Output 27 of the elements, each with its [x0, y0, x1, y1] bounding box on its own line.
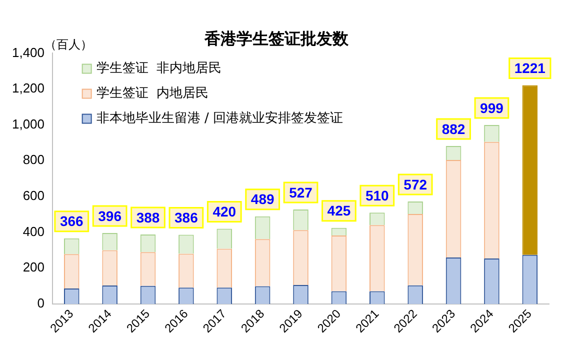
legend-label: 非本地毕业生留港 / 回港就业安排签发签证	[96, 110, 343, 126]
y-tick-label: 400	[22, 224, 45, 239]
total-label: 425	[327, 202, 351, 219]
total-label: 572	[404, 176, 428, 192]
total-label: 527	[289, 184, 313, 200]
total-label: 366	[60, 213, 84, 230]
total-label: 396	[98, 208, 122, 224]
y-axis-title: （百人）	[44, 37, 93, 52]
y-tick-label: 1,200	[12, 80, 45, 96]
total-label: 420	[212, 204, 236, 220]
y-tick-label: 600	[22, 188, 45, 204]
y-tick-label: 200	[22, 260, 45, 275]
bar	[522, 85, 538, 255]
y-tick-label: 800	[22, 152, 45, 168]
y-tick-label: 1,400	[12, 44, 45, 60]
chart-title: 香港学生签证批发数	[204, 28, 350, 48]
total-label: 999	[480, 100, 504, 116]
y-tick-label: 0	[37, 296, 45, 311]
y-tick-label: 1,000	[12, 116, 45, 132]
total-label: 1221	[514, 60, 546, 76]
legend-label: 学生签证 非内地居民	[96, 61, 222, 76]
legend-label: 学生签证 内地居民	[96, 86, 209, 102]
total-label: 386	[174, 210, 198, 226]
total-label: 489	[250, 191, 274, 208]
total-label: 510	[365, 187, 390, 204]
total-label: 388	[136, 209, 160, 226]
total-label: 882	[442, 120, 466, 137]
